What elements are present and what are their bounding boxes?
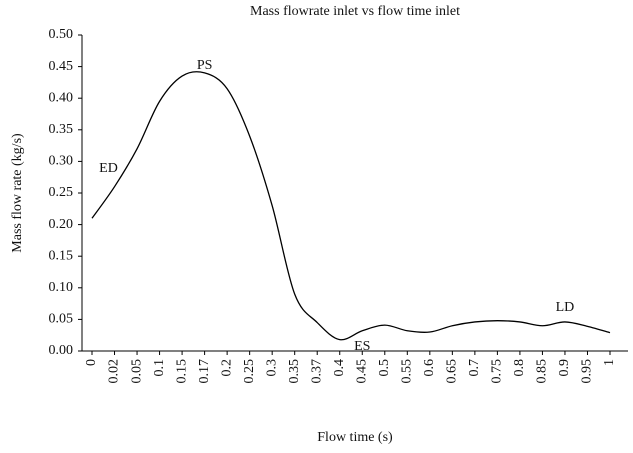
annotation: ES [354, 339, 370, 354]
x-tick-label: 0.17 [197, 359, 212, 384]
y-tick-label: 0.45 [49, 59, 74, 74]
x-tick-label: 0 [84, 359, 99, 366]
x-tick-label: 0.2 [219, 359, 234, 377]
x-tick-label: 0.6 [422, 359, 437, 377]
x-tick-label: 0.1 [152, 359, 167, 377]
y-tick-label: 0.15 [49, 248, 74, 263]
y-axis-label: Mass flow rate (kg/s) [10, 133, 25, 253]
x-tick-label: 0.15 [174, 359, 189, 384]
x-tick-label: 0.5 [377, 359, 392, 377]
x-tick-label: 0.25 [242, 359, 257, 384]
x-tick-label: 0.8 [512, 359, 527, 377]
x-tick-label: 1 [602, 359, 617, 366]
x-tick-label: 0.95 [580, 359, 595, 384]
x-tick-label: 0.4 [332, 359, 347, 377]
y-tick-label: 0.05 [49, 312, 74, 327]
x-axis-label: Flow time (s) [317, 430, 393, 445]
y-tick-label: 0.35 [49, 122, 74, 137]
x-tick-label: 0.75 [490, 359, 505, 384]
y-tick-label: 0.10 [49, 280, 74, 295]
y-tick-label: 0.50 [49, 27, 74, 42]
x-tick-label: 0.02 [107, 359, 122, 384]
chart-title: Mass flowrate inlet vs flow time inlet [250, 4, 460, 19]
y-tick-label: 0.20 [49, 217, 74, 232]
annotation: ED [99, 161, 118, 176]
annotation: LD [556, 300, 575, 315]
x-tick-label: 0.85 [535, 359, 550, 384]
y-tick-label: 0.30 [49, 154, 74, 169]
annotation: PS [197, 58, 213, 73]
x-tick-label: 0.7 [467, 359, 482, 377]
x-tick-label: 0.65 [445, 359, 460, 384]
x-tick-label: 0.9 [557, 359, 572, 377]
y-tick-label: 0.25 [49, 185, 74, 200]
x-tick-label: 0.3 [264, 359, 279, 377]
line [91, 71, 611, 341]
x-tick-label: 0.37 [309, 359, 324, 384]
y-tick-label: 0.40 [49, 90, 74, 105]
x-tick-label: 0.35 [287, 359, 302, 384]
x-tick-label: 0.55 [400, 359, 415, 384]
x-tick-label: 0.45 [354, 359, 369, 384]
x-tick-label: 0.05 [129, 359, 144, 384]
y-tick-label: 0.00 [49, 343, 74, 358]
